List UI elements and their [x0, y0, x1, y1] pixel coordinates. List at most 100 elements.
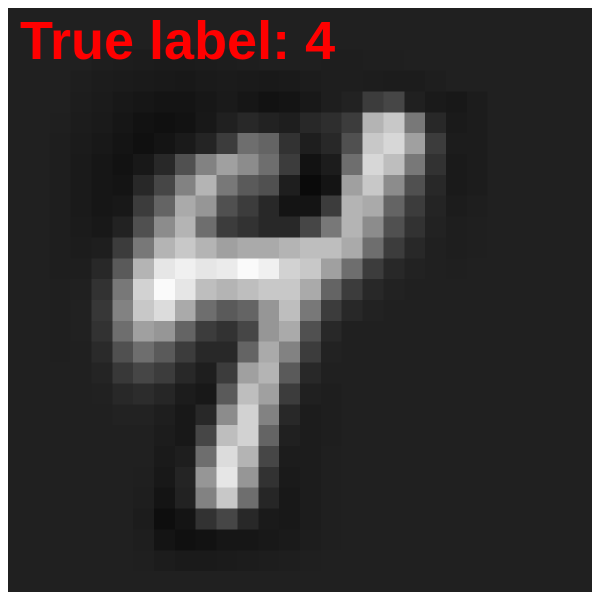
pixel [8, 571, 30, 592]
pixel [362, 362, 384, 384]
pixel [508, 70, 530, 92]
pixel [362, 154, 384, 176]
pixel [529, 300, 551, 322]
pixel [216, 529, 238, 551]
pixel [404, 112, 426, 134]
pixel [279, 112, 301, 134]
pixel [91, 174, 113, 197]
pixel [425, 446, 447, 468]
pixel [404, 320, 426, 343]
pixel [508, 216, 530, 238]
pixel [320, 28, 343, 51]
pixel [508, 174, 530, 197]
pixel [300, 174, 322, 197]
pixel [571, 174, 592, 197]
pixel [237, 341, 259, 363]
pixel [550, 279, 572, 301]
pixel [466, 383, 489, 405]
pixel [70, 174, 92, 197]
pixel [300, 341, 322, 363]
pixel [383, 550, 405, 572]
pixel [279, 300, 301, 322]
pixel [404, 425, 426, 447]
pixel [279, 174, 301, 197]
pixel [487, 133, 509, 155]
pixel [8, 383, 30, 405]
pixel [258, 383, 280, 405]
pixel [529, 91, 551, 113]
pixel [279, 571, 301, 592]
pixel [133, 487, 155, 509]
pixel [28, 133, 51, 155]
pixel [508, 8, 530, 30]
pixel [466, 508, 489, 530]
pixel [550, 258, 572, 280]
pixel [446, 154, 468, 176]
pixel [49, 571, 71, 592]
pixel [529, 487, 551, 509]
pixel [133, 8, 155, 30]
pixel [571, 216, 592, 238]
pixel [487, 341, 509, 363]
pixel [300, 550, 322, 572]
pixel [154, 8, 176, 30]
pixel [133, 341, 155, 363]
pixel [28, 487, 51, 509]
pixel [362, 112, 384, 134]
pixel [28, 279, 51, 301]
pixel [91, 258, 113, 280]
pixel [28, 300, 51, 322]
pixel [174, 195, 197, 217]
pixel [8, 529, 30, 551]
pixel [446, 404, 468, 426]
pixel [300, 112, 322, 134]
pixel [216, 300, 238, 322]
pixel [529, 216, 551, 238]
pixel [320, 571, 343, 592]
pixel [320, 49, 343, 71]
pixel [508, 508, 530, 530]
pixel [300, 70, 322, 92]
pixel [133, 258, 155, 280]
pixel [425, 529, 447, 551]
pixel [174, 237, 197, 259]
pixel [174, 70, 197, 92]
pixel [195, 571, 217, 592]
pixel [28, 195, 51, 217]
pixel [508, 258, 530, 280]
pixel [91, 425, 113, 447]
pixel [91, 70, 113, 92]
pixel [529, 70, 551, 92]
pixel [466, 320, 489, 343]
pixel [237, 279, 259, 301]
pixel [154, 70, 176, 92]
pixel [550, 174, 572, 197]
pixel [529, 404, 551, 426]
pixel [8, 28, 30, 51]
pixel [404, 28, 426, 51]
pixel [446, 550, 468, 572]
pixel [425, 112, 447, 134]
pixel [508, 195, 530, 217]
pixel [112, 550, 134, 572]
pixel [49, 237, 71, 259]
pixel [279, 446, 301, 468]
pixel [112, 70, 134, 92]
pixel [300, 362, 322, 384]
pixel [341, 258, 363, 280]
pixel [466, 466, 489, 489]
pixel [466, 279, 489, 301]
pixel [70, 112, 92, 134]
pixel [258, 362, 280, 384]
pixel [300, 237, 322, 259]
pixel [446, 70, 468, 92]
pixel [91, 195, 113, 217]
pixel [91, 133, 113, 155]
pixel [362, 320, 384, 343]
pixel [425, 91, 447, 113]
pixel [571, 91, 592, 113]
pixel [383, 466, 405, 489]
pixel [8, 174, 30, 197]
pixel [320, 383, 343, 405]
pixel [216, 133, 238, 155]
